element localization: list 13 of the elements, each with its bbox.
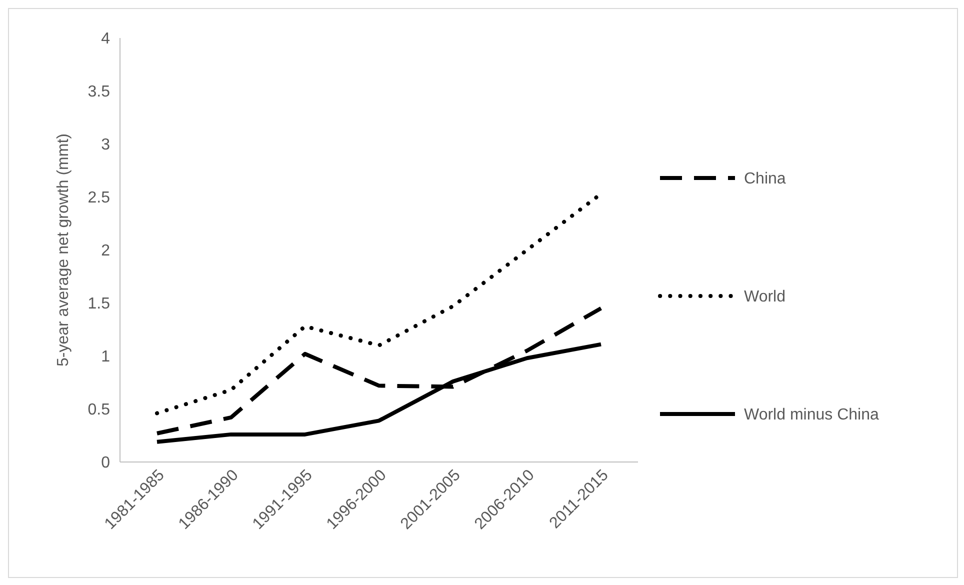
y-tick-label: 3.5 — [88, 84, 110, 101]
legend-label: World minus China — [744, 406, 879, 424]
y-axis-title: 5-year average net growth (mmt) — [55, 134, 72, 366]
legend-label: China — [744, 170, 786, 188]
y-tick-label: 2 — [101, 242, 110, 260]
y-tick-label: 2.5 — [88, 190, 110, 207]
y-tick-label: 4 — [101, 30, 110, 48]
y-tick-label: 3 — [101, 136, 110, 154]
y-tick-label: 1.5 — [88, 296, 110, 313]
y-tick-label: 0.5 — [88, 402, 110, 419]
legend-label: World — [744, 288, 786, 306]
y-tick-label: 1 — [101, 348, 110, 366]
y-tick-label: 0 — [101, 454, 110, 472]
